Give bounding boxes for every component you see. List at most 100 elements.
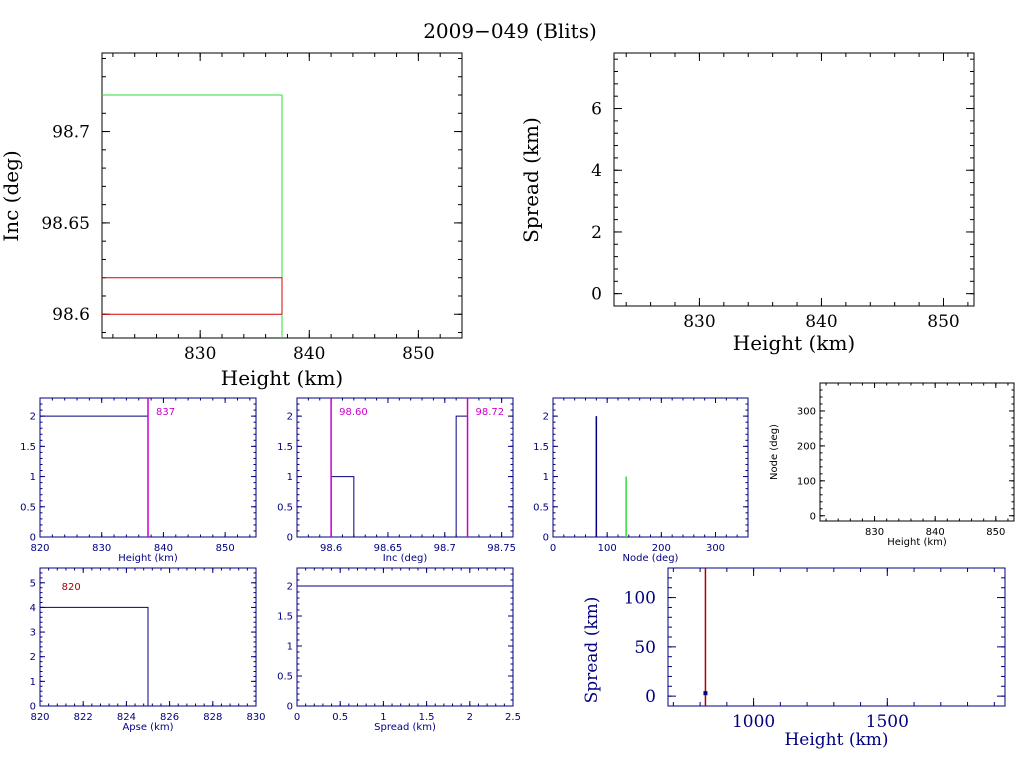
x-tick-label: 830 [246,712,265,723]
x-tick-label: 850 [927,312,959,332]
spread-vs-height-wide-chart: 1000 1500 0 50 100 Height (km) Spread (km) [582,567,1006,750]
y-tick-label: 1 [30,472,36,483]
y-tick-label: 4 [30,603,36,614]
x-tick-label: 100 [598,543,617,554]
x-tick-label: 820 [30,712,49,723]
y-tick-label: 0 [30,533,36,544]
spread-vs-height-chart: 830 840 850 0 2 4 6 Height (km) Spread (km) [519,52,975,355]
x-tick-label: 826 [160,712,179,723]
node-hist-frame [552,397,749,538]
series-line-green [102,94,283,338]
inc-hist-chart: 98.6 98.65 98.7 98.75 0 0.5 1 1.5 2 Inc (deg) 98.6… [277,397,516,564]
y-tick-label: 98.65 [41,214,90,234]
marker-label: 837 [156,407,175,418]
spread-hist-frame [296,567,514,707]
apse-hist-chart: 820 822 824 826 828 830 0 1 2 3 4 5 Apse (km) 820 [30,567,266,733]
x-tick-label: 200 [652,543,671,554]
page-title: 2009−049 (Blits) [423,19,597,43]
spread-vs-height-frame [613,52,975,307]
y-tick-label: 6 [591,99,602,119]
y-tick-label: 0.5 [533,502,549,513]
y-tick-label: 2 [543,412,549,423]
x-tick-label: 840 [805,312,837,332]
x-tick-label: 822 [74,712,93,723]
x-axis-label: Apse (km) [122,722,173,733]
marker-label: 98.72 [476,407,505,418]
x-tick-label: 828 [203,712,222,723]
height-hist-chart: 820 830 840 850 0 0.5 1 1.5 2 Height (km) 837 [20,397,257,564]
y-tick-label: 1 [287,472,293,483]
annotation-label: 820 [62,582,81,593]
x-axis-label: Spread (km) [374,722,436,733]
y-tick-label: 1.5 [277,612,293,623]
histogram-bar [455,415,469,537]
x-tick-label: 840 [154,543,173,554]
x-tick-label: 2 [467,712,473,723]
y-tick-label: 5 [30,578,36,589]
x-tick-label: 98.65 [374,543,403,554]
y-tick-label: 0 [287,533,293,544]
y-tick-label: 2 [287,582,293,593]
y-tick-label: 0 [30,702,36,713]
y-tick-label: 2 [287,412,293,423]
histogram-bar [296,585,514,706]
histogram-bar [330,476,355,537]
node-vs-height-frame [819,382,1015,522]
y-tick-label: 2 [30,412,36,423]
marker-label: 98.60 [339,407,368,418]
y-axis-label: Inc (deg) [0,150,23,241]
y-tick-label: 1 [543,472,549,483]
x-tick-label: 850 [216,543,235,554]
y-tick-label: 100 [624,589,656,609]
x-tick-label: 830 [865,527,884,538]
x-tick-label: 300 [706,543,725,554]
y-tick-label: 100 [797,476,816,487]
x-tick-label: 850 [986,527,1005,538]
y-tick-label: 1.5 [533,442,549,453]
y-axis-label: Spread (km) [519,117,543,243]
y-tick-label: 50 [634,638,656,658]
y-tick-label: 3 [30,628,36,639]
inc-hist-frame [296,397,514,538]
y-tick-label: 98.7 [52,123,90,143]
y-tick-label: 2 [30,652,36,663]
inc-vs-height-chart: 830 840 850 98.6 98.65 98.7 Height (km) Inc (de… [0,52,463,390]
x-tick-label: 98.6 [320,543,342,554]
histogram-bar [39,606,149,706]
x-tick-label: 820 [30,543,49,554]
x-tick-label: 830 [92,543,111,554]
y-tick-label: 0.5 [20,502,36,513]
y-tick-label: 0 [591,285,602,305]
x-tick-label: 840 [926,527,945,538]
node-hist-chart: 0 100 200 300 0 0.5 1 1.5 2 Node (deg) [533,397,749,564]
y-tick-label: 0 [645,687,656,707]
spread-vs-height-wide-frame [667,567,1006,707]
x-tick-label: 1.5 [419,712,435,723]
x-tick-label: 2.5 [505,712,521,723]
x-axis-label: Height (km) [733,331,855,355]
y-tick-label: 0 [287,702,293,713]
x-tick-label: 1000 [732,712,775,732]
node-vs-height-chart: 830 840 850 0 100 200 300 Height (km) Node (deg) [769,382,1015,548]
x-tick-label: 840 [293,344,325,364]
x-tick-label: 824 [117,712,136,723]
y-tick-label: 200 [797,441,816,452]
series-line-red-upper [102,277,283,315]
x-tick-label: 98.7 [434,543,456,554]
x-tick-label: 98.75 [487,543,516,554]
y-tick-label: 0.5 [277,502,293,513]
y-tick-label: 1 [287,642,293,653]
x-tick-label: 1 [380,712,386,723]
y-tick-label: 0 [543,533,549,544]
y-tick-label: 1.5 [20,442,36,453]
histogram-bar [39,415,149,537]
x-axis-label: Height (km) [887,537,947,548]
x-axis-label: Node (deg) [623,553,679,564]
y-axis-label: Node (deg) [769,424,780,480]
x-tick-label: 830 [683,312,715,332]
y-tick-label: 1 [30,677,36,688]
y-tick-label: 0 [810,511,816,522]
y-tick-label: 98.6 [52,305,90,325]
